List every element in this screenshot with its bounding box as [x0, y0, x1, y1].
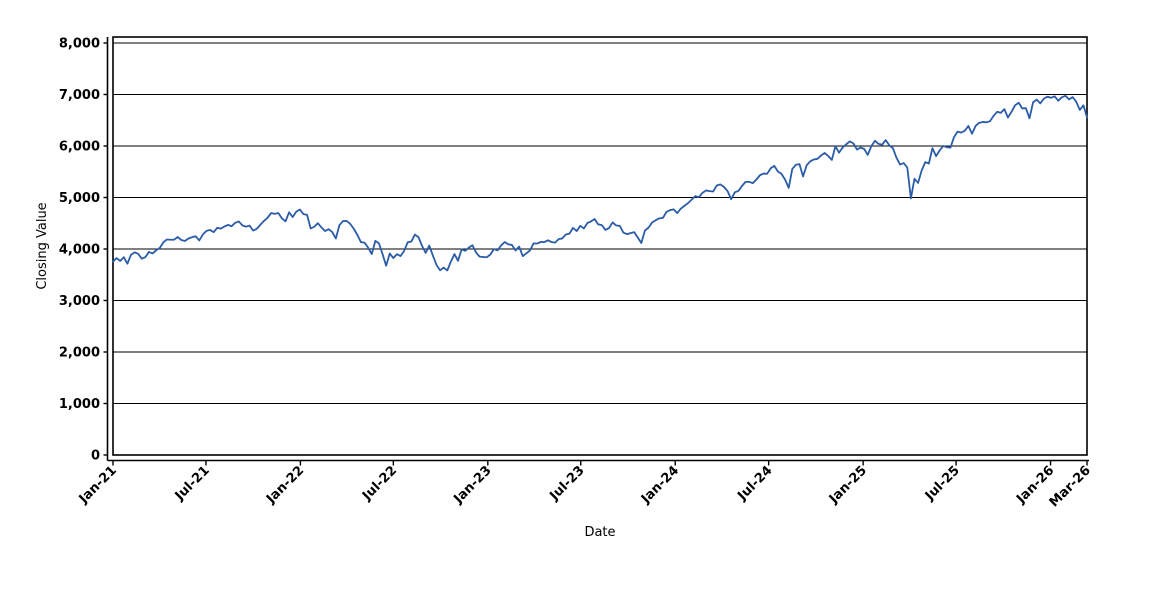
- x-tick-label: Jul-24: [734, 463, 775, 504]
- x-tick-label: Jan-23: [451, 463, 495, 507]
- y-tick-label: 6,000: [59, 140, 100, 155]
- gridlines: [113, 42, 1087, 456]
- x-axis-title: Date: [584, 525, 615, 540]
- x-tick-label: Jul-21: [172, 463, 213, 504]
- x-tick-label: Jan-24: [638, 463, 682, 507]
- y-tick-label: 7,000: [59, 88, 100, 103]
- y-tick-label: 4,000: [59, 243, 100, 258]
- y-tick-label: 5,000: [59, 191, 100, 206]
- x-axis: Jan-21 Jul-21 Jan-22 Jul-22 Jan-23 Jul-23 Jan-…: [76, 459, 1094, 510]
- y-tick-label: 8,000: [59, 37, 100, 52]
- y-axis: 0 1,000 2,000 3,000 4,000 5,000 6,000 7,000 8,00…: [59, 37, 109, 464]
- closing-value-series-line: [112, 94, 1088, 272]
- x-tick-label: Jan-25: [826, 463, 870, 507]
- x-tick-label: Jan-21: [76, 463, 120, 507]
- plot-border: [112, 36, 1088, 456]
- y-tick-label: 1,000: [59, 397, 100, 412]
- x-tick-label: Jul-22: [359, 463, 400, 504]
- y-tick-label: 2,000: [59, 346, 100, 361]
- y-axis-title: Closing Value: [35, 202, 50, 289]
- x-tick-label: Jul-25: [922, 463, 963, 504]
- x-tick-label: Jan-22: [263, 463, 307, 507]
- x-tick-label: Jul-23: [547, 463, 588, 504]
- y-tick-label: 0: [91, 449, 100, 464]
- y-tick-label: 3,000: [59, 294, 100, 309]
